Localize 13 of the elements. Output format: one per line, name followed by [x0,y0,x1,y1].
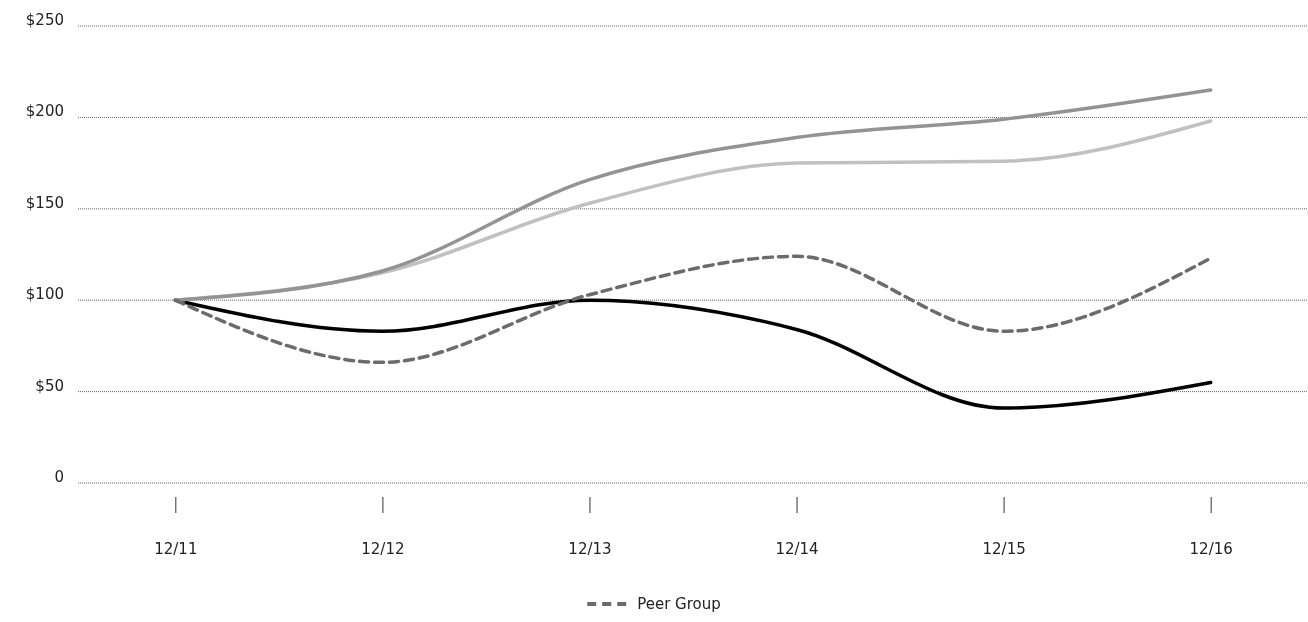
y-tick-label: $100 [25,285,64,304]
y-tick-label: $150 [25,193,64,212]
y-tick-label: $250 [25,11,64,29]
x-tick-label: 12/13 [568,539,612,558]
x-tick-label: 12/14 [775,539,819,558]
x-tick-label: 12/16 [1189,539,1233,558]
x-tick-label: 12/11 [154,539,198,558]
y-tick-label: $50 [35,376,64,395]
y-tick-label: $200 [25,102,64,121]
x-tick-label: 12/15 [982,539,1026,558]
legend-label: Peer Group [637,595,721,613]
x-tick-label: 12/12 [361,539,405,558]
y-tick-label: 0 [54,468,64,486]
